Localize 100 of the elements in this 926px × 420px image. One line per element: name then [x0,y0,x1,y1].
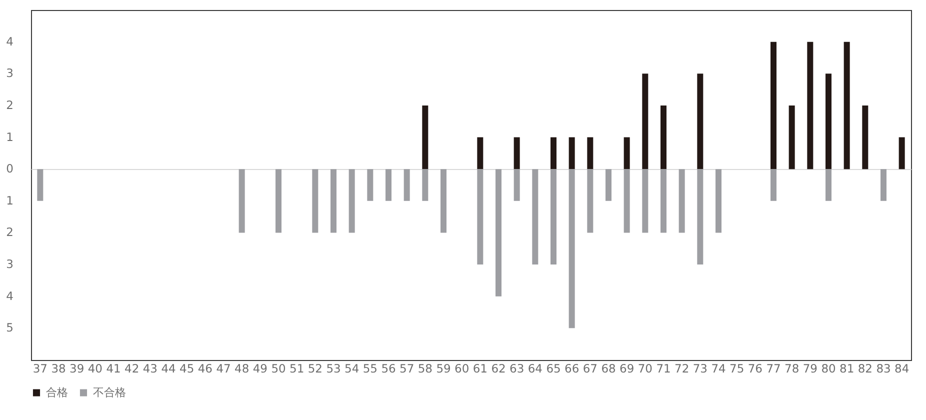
x-tick-label: 52 [308,362,322,376]
bar [568,169,575,328]
bar [312,169,318,233]
x-tick-label: 48 [234,362,250,376]
bar [550,137,556,170]
bar [422,169,428,201]
x-tick-label: 84 [894,362,910,376]
bar [697,74,704,170]
x-tick-label: 63 [510,362,524,376]
bar [550,169,556,265]
x-tick-label: 66 [564,362,580,376]
bar [788,105,795,170]
bar [624,169,630,233]
bar [440,169,446,233]
bar [496,169,502,296]
bar [587,137,594,170]
bar [678,169,685,233]
bar [770,42,776,170]
x-tick-label: 47 [216,362,231,376]
x-tick-label: 57 [400,362,414,376]
x-tick-label: 44 [161,362,176,376]
bar [276,169,282,233]
y-tick-label: 4 [6,288,14,303]
x-tick-label: 49 [252,362,268,376]
x-tick-label: 38 [51,362,66,376]
y-tick-label: 3 [6,66,14,80]
y-tick-label: 2 [6,98,14,112]
bar [624,137,630,170]
x-tick-label: 50 [271,362,286,376]
bar [477,137,484,170]
bar [367,169,374,201]
x-tick-label: 42 [124,362,140,376]
x-tick-label: 39 [70,362,84,376]
x-tick-label: 62 [491,362,506,376]
x-tick-label: 75 [730,362,744,376]
bar [330,169,336,233]
bar [642,74,648,170]
bar [880,169,886,201]
bar [348,169,355,233]
legend-label: 合格 [46,386,68,399]
x-tick-label: 59 [436,362,451,376]
bar [660,105,666,170]
x-tick-label: 43 [142,362,158,376]
x-tick-label: 72 [674,362,690,376]
x-tick-label: 55 [362,362,378,376]
x-tick-label: 79 [802,362,818,376]
bar [770,169,776,201]
x-tick-label: 76 [748,362,762,376]
x-tick-label: 60 [454,362,470,376]
x-tick-label: 46 [198,362,212,376]
bar [386,169,392,201]
x-tick-label: 37 [32,362,48,376]
x-tick-label: 40 [88,362,102,376]
bar [514,137,520,170]
x-tick-label: 54 [344,362,360,376]
bar [238,169,245,233]
x-tick-label: 77 [766,362,781,376]
bar [826,169,832,201]
x-tick-label: 68 [601,362,616,376]
bar [862,105,868,170]
x-tick-label: 82 [858,362,872,376]
x-tick-label: 78 [784,362,800,376]
bar [826,74,832,170]
bar [514,169,520,201]
x-tick-label: 41 [106,362,121,376]
bar [587,169,594,233]
x-tick-label: 74 [711,362,726,376]
x-tick-label: 73 [692,362,708,376]
x-tick-label: 83 [876,362,891,376]
bar [807,42,814,170]
x-tick-label: 45 [180,362,194,376]
y-tick-label: 3 [6,257,14,272]
x-tick-label: 53 [326,362,341,376]
y-tick-label: 0 [6,162,14,176]
x-tick-label: 70 [638,362,652,376]
x-tick-label: 51 [290,362,304,376]
y-tick-label: 2 [6,225,14,240]
y-tick-label: 1 [6,193,14,208]
bar [642,169,648,233]
x-tick-label: 64 [528,362,542,376]
bar [844,42,850,170]
bar [37,169,44,201]
x-tick-label: 81 [840,362,854,376]
y-tick-label: 1 [6,130,14,144]
x-tick-label: 69 [620,362,634,376]
x-tick-label: 58 [418,362,432,376]
bar [697,169,704,265]
bar [568,137,575,170]
bar [422,105,428,170]
bar [660,169,666,233]
y-tick-label: 4 [6,34,14,48]
x-tick-label: 56 [381,362,396,376]
y-tick-label: 5 [6,320,14,335]
bar [404,169,410,201]
bar [606,169,612,201]
bar [532,169,538,265]
legend-label: 不合格 [93,386,126,399]
x-tick-label: 71 [656,362,671,376]
x-tick-label: 61 [472,362,488,376]
bar [716,169,722,233]
